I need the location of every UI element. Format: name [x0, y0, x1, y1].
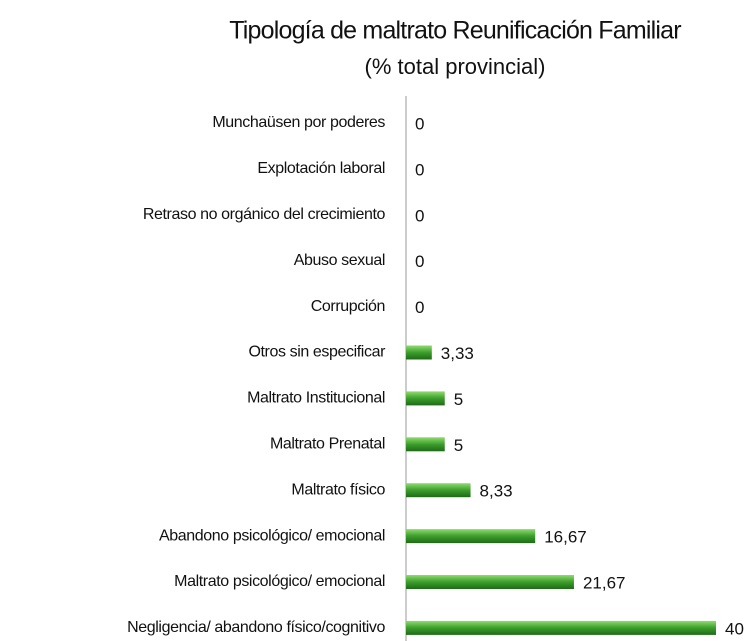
category-label: Abuso sexual [294, 252, 385, 269]
value-label: 16,67 [544, 528, 587, 547]
category-label: Corrupción [311, 298, 385, 315]
category-label: Maltrato físico [291, 481, 385, 498]
value-label: 0 [415, 206, 424, 225]
value-label: 0 [415, 298, 424, 317]
value-label: 5 [454, 436, 463, 455]
value-label: 21,67 [583, 573, 626, 592]
category-label: Maltrato Institucional [247, 390, 385, 407]
value-label: 0 [415, 160, 424, 179]
category-label: Otros sin especificar [248, 344, 386, 361]
bar [406, 483, 471, 498]
category-label: Explotación laboral [257, 160, 385, 177]
bar [406, 620, 716, 635]
category-label: Maltrato psicológico/ emocional [174, 573, 385, 590]
bar [406, 345, 432, 360]
category-label: Retraso no orgánico del crecimiento [143, 206, 386, 223]
category-label: Negligencia/ abandono físico/cognitivo [127, 619, 385, 636]
value-label: 5 [454, 390, 463, 409]
value-label: 0 [415, 252, 424, 271]
bar [406, 529, 536, 544]
value-label: 0 [415, 114, 424, 133]
category-label: Maltrato Prenatal [270, 436, 385, 453]
value-label: 3,33 [441, 344, 474, 363]
bar [406, 575, 574, 589]
value-label: 40 [725, 619, 744, 638]
bar [406, 437, 445, 452]
category-label: Abandono psicológico/ emocional [159, 527, 385, 544]
value-label: 8,33 [480, 482, 513, 501]
chart-subtitle: (% total provincial) [365, 54, 546, 79]
chart-title: Tipología de maltrato Reunificación Fami… [229, 17, 681, 45]
bar [406, 391, 445, 406]
category-label: Munchaüsen por poderes [212, 114, 385, 131]
